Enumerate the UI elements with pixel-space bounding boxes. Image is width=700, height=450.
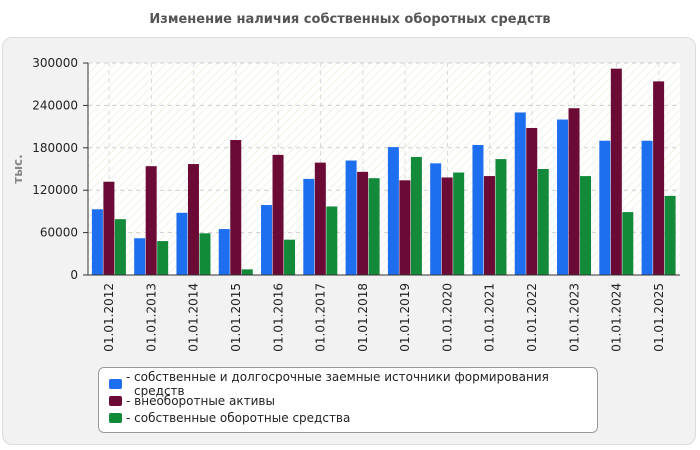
bar-01.01.2017-s1[interactable] bbox=[314, 162, 326, 275]
bar-01.01.2021-s2[interactable] bbox=[495, 159, 507, 275]
bar-01.01.2013-s0[interactable] bbox=[134, 238, 146, 275]
bar-01.01.2020-s2[interactable] bbox=[453, 172, 465, 275]
chart-title: Изменение наличия собственных оборотных … bbox=[149, 12, 551, 27]
legend: - собственные и долгосрочные заемные ист… bbox=[98, 367, 598, 433]
bar-01.01.2012-s2[interactable] bbox=[114, 219, 126, 275]
bar-01.01.2019-s0[interactable] bbox=[387, 147, 399, 275]
y-tick-label: 0 bbox=[70, 268, 78, 282]
x-tick-label: 01.01.2012 bbox=[102, 283, 116, 352]
x-tick-label: 01.01.2024 bbox=[610, 283, 624, 352]
bar-01.01.2025-s1[interactable] bbox=[653, 81, 665, 275]
bar-01.01.2018-s2[interactable] bbox=[368, 178, 380, 275]
bar-01.01.2012-s0[interactable] bbox=[91, 209, 103, 275]
x-tick-label: 01.01.2014 bbox=[187, 283, 201, 352]
legend-label-sources: собственные и долгосрочные заемные источ… bbox=[134, 369, 549, 398]
bar-01.01.2014-s0[interactable] bbox=[176, 212, 188, 275]
bar-01.01.2020-s1[interactable] bbox=[441, 177, 453, 275]
bar-01.01.2024-s0[interactable] bbox=[599, 140, 611, 275]
bar-01.01.2025-s2[interactable] bbox=[664, 195, 676, 275]
y-tick-label: 180000 bbox=[32, 141, 78, 155]
legend-swatch-noncurrent bbox=[109, 395, 122, 406]
bar-01.01.2018-s1[interactable] bbox=[357, 171, 369, 275]
bar-01.01.2023-s1[interactable] bbox=[568, 108, 580, 275]
x-tick-label: 01.01.2013 bbox=[144, 283, 158, 352]
bar-01.01.2023-s2[interactable] bbox=[580, 176, 592, 275]
y-tick-label: 300000 bbox=[32, 56, 78, 70]
y-axis-title: тыс. bbox=[11, 154, 25, 183]
bar-01.01.2015-s1[interactable] bbox=[230, 140, 242, 275]
bar-01.01.2014-s2[interactable] bbox=[199, 233, 211, 275]
bar-01.01.2023-s0[interactable] bbox=[557, 119, 569, 276]
bar-01.01.2022-s2[interactable] bbox=[537, 169, 549, 275]
y-tick-label: 120000 bbox=[32, 183, 78, 197]
x-tick-label: 01.01.2022 bbox=[525, 283, 539, 352]
legend-label-working-capital: собственные оборотные средства bbox=[134, 410, 351, 425]
x-tick-label: 01.01.2015 bbox=[229, 283, 243, 352]
bar-01.01.2024-s2[interactable] bbox=[622, 212, 634, 275]
x-tick-label: 01.01.2017 bbox=[314, 283, 328, 352]
bar-01.01.2013-s1[interactable] bbox=[145, 166, 157, 275]
bar-01.01.2016-s1[interactable] bbox=[272, 154, 284, 275]
bar-01.01.2019-s2[interactable] bbox=[410, 156, 422, 275]
legend-item[interactable]: - собственные оборотные средства bbox=[109, 409, 597, 426]
legend-item[interactable]: - внеоборотные активы bbox=[109, 392, 597, 409]
bar-01.01.2015-s2[interactable] bbox=[241, 269, 253, 275]
x-tick-label: 01.01.2020 bbox=[440, 283, 454, 352]
legend-swatch-sources bbox=[109, 378, 122, 389]
legend-swatch-working-capital bbox=[109, 412, 122, 423]
bar-01.01.2020-s0[interactable] bbox=[430, 163, 442, 275]
bar-01.01.2012-s1[interactable] bbox=[103, 181, 115, 275]
y-tick-label: 240000 bbox=[32, 98, 78, 112]
bar-01.01.2016-s0[interactable] bbox=[261, 205, 273, 275]
bar-01.01.2014-s1[interactable] bbox=[187, 164, 199, 275]
bar-01.01.2022-s1[interactable] bbox=[526, 128, 538, 275]
x-tick-label: 01.01.2025 bbox=[652, 283, 666, 352]
legend-label: - bbox=[126, 369, 131, 398]
bar-01.01.2016-s2[interactable] bbox=[284, 239, 296, 275]
bar-01.01.2025-s0[interactable] bbox=[641, 140, 653, 275]
legend-label-noncurrent: внеоборотные активы bbox=[134, 393, 275, 408]
x-tick-label: 01.01.2023 bbox=[567, 283, 581, 352]
bar-01.01.2021-s1[interactable] bbox=[483, 176, 495, 275]
x-tick-label: 01.01.2021 bbox=[483, 283, 497, 352]
legend-item[interactable]: - собственные и долгосрочные заемные ист… bbox=[109, 370, 597, 398]
bar-01.01.2022-s0[interactable] bbox=[514, 112, 526, 275]
legend-label: - bbox=[126, 410, 135, 425]
bar-01.01.2017-s2[interactable] bbox=[326, 206, 338, 275]
bar-01.01.2017-s0[interactable] bbox=[303, 178, 315, 275]
bar-01.01.2021-s0[interactable] bbox=[472, 144, 484, 275]
bar-01.01.2013-s2[interactable] bbox=[157, 241, 169, 275]
bar-01.01.2015-s0[interactable] bbox=[218, 229, 230, 275]
bar-01.01.2019-s1[interactable] bbox=[399, 180, 411, 275]
legend-label: - bbox=[126, 393, 135, 408]
bar-01.01.2018-s0[interactable] bbox=[345, 160, 357, 275]
y-tick-label: 60000 bbox=[40, 226, 78, 240]
x-tick-label: 01.01.2016 bbox=[271, 283, 285, 352]
bar-01.01.2024-s1[interactable] bbox=[610, 68, 622, 275]
x-tick-label: 01.01.2018 bbox=[356, 283, 370, 352]
x-tick-label: 01.01.2019 bbox=[398, 283, 412, 352]
